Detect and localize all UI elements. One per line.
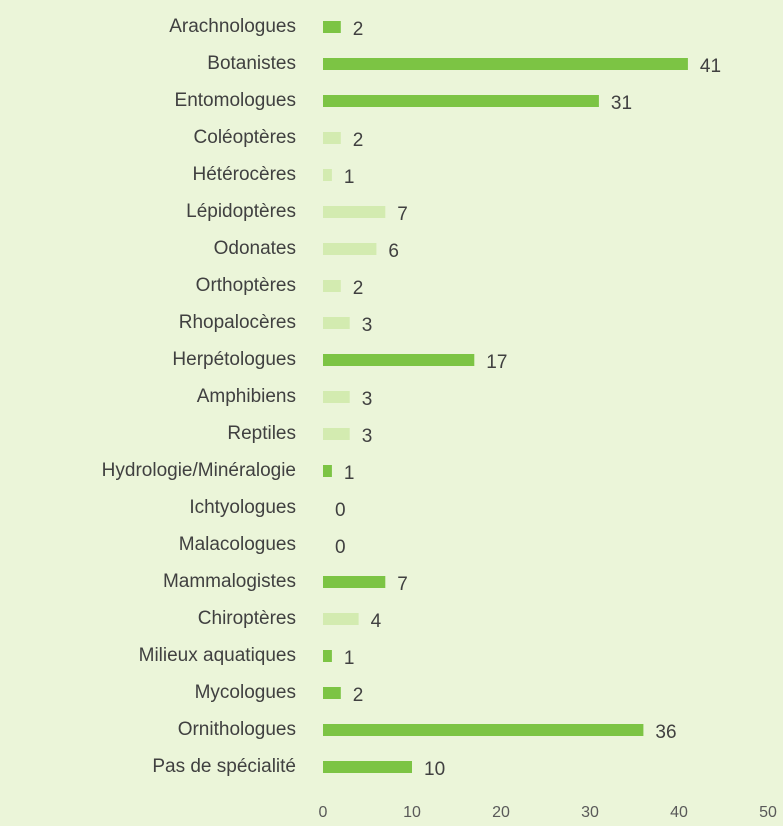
- y-tick-label: Odonates: [214, 238, 296, 259]
- x-tick-label: 20: [492, 804, 510, 821]
- value-label: 10: [424, 759, 445, 780]
- x-tick-label: 50: [759, 804, 777, 821]
- y-tick-label: Pas de spécialité: [152, 756, 296, 777]
- y-tick-label: Reptiles: [227, 423, 296, 444]
- bar: [323, 465, 332, 477]
- x-tick-label: 40: [670, 804, 688, 821]
- bar: [323, 391, 350, 403]
- y-tick-label: Ornithologues: [178, 719, 296, 740]
- value-label: 4: [371, 611, 382, 632]
- value-label: 3: [362, 426, 373, 447]
- x-tick-label: 30: [581, 804, 599, 821]
- y-tick-label: Amphibiens: [197, 386, 296, 407]
- bar: [323, 576, 386, 588]
- value-label: 0: [335, 500, 346, 521]
- bar: [323, 354, 475, 366]
- y-tick-label: Hydrologie/Minéralogie: [102, 460, 296, 481]
- x-tick-label: 10: [403, 804, 421, 821]
- y-tick-label: Arachnologues: [169, 16, 296, 37]
- value-label: 1: [344, 463, 355, 484]
- y-tick-label: Orthoptères: [196, 275, 296, 296]
- bar: [323, 724, 644, 736]
- value-label: 41: [700, 56, 721, 77]
- y-tick-label: Chiroptères: [198, 608, 296, 629]
- bar: [323, 317, 350, 329]
- value-label: 6: [388, 241, 399, 262]
- value-label: 1: [344, 167, 355, 188]
- value-label: 7: [397, 574, 408, 595]
- bar: [323, 280, 341, 292]
- bar: [323, 650, 332, 662]
- bar: [323, 243, 377, 255]
- bar: [323, 761, 412, 773]
- value-label: 17: [486, 352, 507, 373]
- bar: [323, 206, 386, 218]
- value-label: 2: [353, 685, 364, 706]
- y-tick-label: Entomologues: [175, 90, 296, 111]
- bar: [323, 428, 350, 440]
- bar: [323, 169, 332, 181]
- y-tick-label: Lépidoptères: [186, 201, 296, 222]
- value-label: 7: [397, 204, 408, 225]
- value-label: 36: [655, 722, 676, 743]
- bar: [323, 21, 341, 33]
- y-tick-label: Milieux aquatiques: [139, 645, 296, 666]
- bar: [323, 613, 359, 625]
- y-tick-label: Herpétologues: [172, 349, 296, 370]
- y-tick-label: Rhopalocères: [179, 312, 296, 333]
- value-label: 2: [353, 19, 364, 40]
- bar: [323, 58, 688, 70]
- value-label: 2: [353, 130, 364, 151]
- y-tick-label: Mammalogistes: [163, 571, 296, 592]
- value-label: 1: [344, 648, 355, 669]
- value-label: 31: [611, 93, 632, 114]
- y-tick-label: Malacologues: [179, 534, 296, 555]
- value-label: 0: [335, 537, 346, 558]
- x-tick-label: 0: [319, 804, 328, 821]
- y-tick-label: Hétérocères: [193, 164, 297, 185]
- bar: [323, 95, 599, 107]
- y-tick-label: Mycologues: [195, 682, 296, 703]
- value-label: 3: [362, 315, 373, 336]
- y-tick-label: Botanistes: [207, 53, 296, 74]
- value-label: 3: [362, 389, 373, 410]
- bar: [323, 687, 341, 699]
- bar: [323, 132, 341, 144]
- value-label: 2: [353, 278, 364, 299]
- y-tick-label: Ichtyologues: [189, 497, 296, 518]
- y-tick-label: Coléoptères: [194, 127, 296, 148]
